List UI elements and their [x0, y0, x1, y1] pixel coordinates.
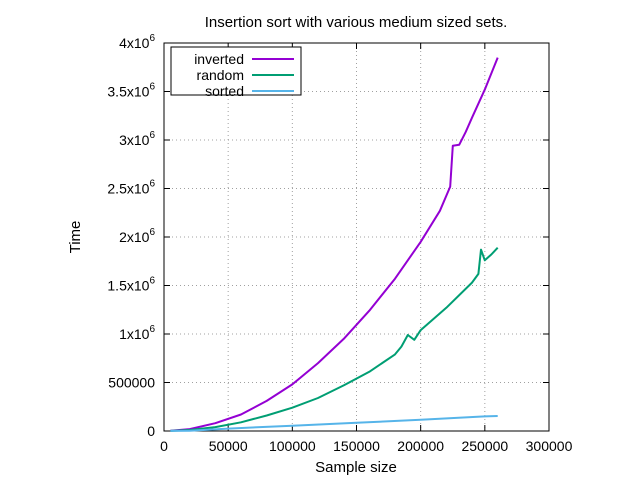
legend-label-sorted: sorted [205, 83, 244, 99]
legend-label-random: random [197, 67, 244, 83]
x-tick-label: 0 [160, 438, 168, 454]
series-line-sorted [170, 415, 498, 432]
y-tick-label: 3x106 [119, 130, 155, 148]
x-tick-label: 250000 [461, 438, 508, 454]
x-tick-label: 300000 [526, 438, 573, 454]
y-axis-title: Time [67, 221, 84, 254]
y-tick-label: 1.5x106 [107, 276, 155, 294]
legend-label-inverted: inverted [194, 51, 244, 67]
y-tick-label: 4x106 [119, 33, 155, 51]
x-tick-label: 200000 [397, 438, 444, 454]
series-line-random [170, 247, 499, 432]
chart-title: Insertion sort with various medium sized… [205, 14, 508, 31]
y-tick-label: 3.5x106 [107, 82, 155, 100]
legend-box [170, 46, 302, 96]
y-tick-label: 0 [147, 423, 155, 439]
x-axis-title: Sample size [315, 459, 397, 476]
y-tick-label: 2x106 [119, 227, 155, 245]
axis-ticks: 0 50000 100000 150000 200000 250000 300000 0 500… [107, 33, 572, 454]
series-line-inverted [170, 57, 499, 432]
x-tick-label: 150000 [333, 438, 380, 454]
y-tick-label: 500000 [108, 375, 155, 391]
grid [164, 43, 549, 431]
y-tick-label: 1x106 [119, 324, 155, 342]
x-tick-label: 100000 [269, 438, 316, 454]
y-tick-label: 2.5x106 [107, 179, 155, 197]
x-tick-label: 50000 [209, 438, 248, 454]
series-lines [170, 57, 499, 432]
